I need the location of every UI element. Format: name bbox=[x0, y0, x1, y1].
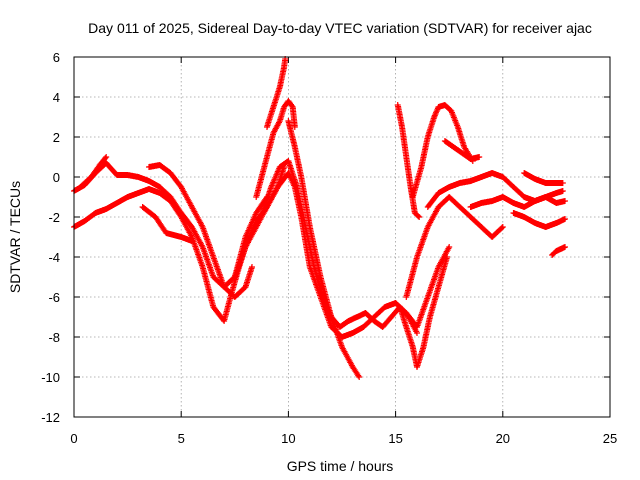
y-tick-label: 4 bbox=[53, 90, 60, 105]
series-track-12 bbox=[409, 102, 476, 200]
y-tick-label: -4 bbox=[48, 250, 60, 265]
data-point-markers bbox=[409, 102, 476, 200]
axis-ticks bbox=[73, 56, 611, 418]
data-point-markers bbox=[467, 194, 568, 210]
data-point-markers bbox=[77, 154, 110, 190]
y-tick-label: -2 bbox=[48, 210, 60, 225]
y-tick-label: -8 bbox=[48, 330, 60, 345]
x-tick-labels: 0 5 10 15 20 25 bbox=[70, 431, 617, 446]
series-track-3 bbox=[77, 154, 110, 190]
data-point-markers bbox=[394, 102, 423, 220]
x-axis-label: GPS time / hours bbox=[287, 458, 394, 474]
y-tick-label: 0 bbox=[53, 170, 60, 185]
series-track-20 bbox=[549, 244, 568, 258]
y-axis-label: SDTVAR / TECUs bbox=[7, 181, 23, 293]
data-point-markers bbox=[146, 162, 255, 300]
series-track-18 bbox=[521, 170, 566, 186]
data-point-markers bbox=[441, 138, 483, 162]
plot-frame bbox=[73, 56, 611, 418]
y-tick-labels: -12 -10 -8 -6 -4 -2 0 2 4 6 bbox=[41, 50, 60, 425]
y-tick-label: 2 bbox=[53, 130, 60, 145]
y-tick-label: 6 bbox=[53, 50, 60, 65]
chart-title: Day 011 of 2025, Sidereal Day-to-day VTE… bbox=[88, 20, 592, 36]
series-track-11 bbox=[394, 102, 423, 220]
data-point-markers bbox=[549, 244, 568, 258]
data-point-markers bbox=[253, 98, 298, 200]
data-point-markers bbox=[424, 170, 566, 210]
series-track-16 bbox=[424, 170, 566, 210]
series-track-19 bbox=[510, 210, 568, 230]
x-tick-label: 10 bbox=[281, 431, 295, 446]
data-point-markers bbox=[396, 254, 451, 370]
y-tick-label: -10 bbox=[41, 370, 60, 385]
x-tick-label: 0 bbox=[70, 431, 77, 446]
series-track-13 bbox=[441, 138, 483, 162]
data-point-markers bbox=[521, 170, 566, 186]
x-tick-label: 25 bbox=[603, 431, 617, 446]
series-track-15 bbox=[403, 194, 506, 300]
data-point-markers bbox=[264, 56, 289, 130]
data-point-markers bbox=[403, 194, 506, 300]
y-tick-label: -6 bbox=[48, 290, 60, 305]
data-point-markers bbox=[259, 158, 420, 336]
y-tick-label: -12 bbox=[41, 410, 60, 425]
x-tick-label: 20 bbox=[496, 431, 510, 446]
series-track-9 bbox=[285, 118, 363, 380]
series-track-4 bbox=[146, 162, 255, 300]
data-point-markers bbox=[510, 210, 568, 230]
x-tick-label: 15 bbox=[388, 431, 402, 446]
series-track-10 bbox=[259, 158, 420, 336]
series-track-5 bbox=[139, 204, 195, 244]
series-track-14 bbox=[396, 254, 451, 370]
data-point-markers bbox=[285, 118, 363, 380]
data-point-markers bbox=[139, 204, 195, 244]
series-track-7 bbox=[264, 56, 289, 130]
series-track-6 bbox=[253, 98, 298, 200]
grid-lines bbox=[74, 57, 610, 417]
series-track-17 bbox=[467, 194, 568, 210]
x-tick-label: 5 bbox=[178, 431, 185, 446]
data-series bbox=[71, 56, 568, 380]
